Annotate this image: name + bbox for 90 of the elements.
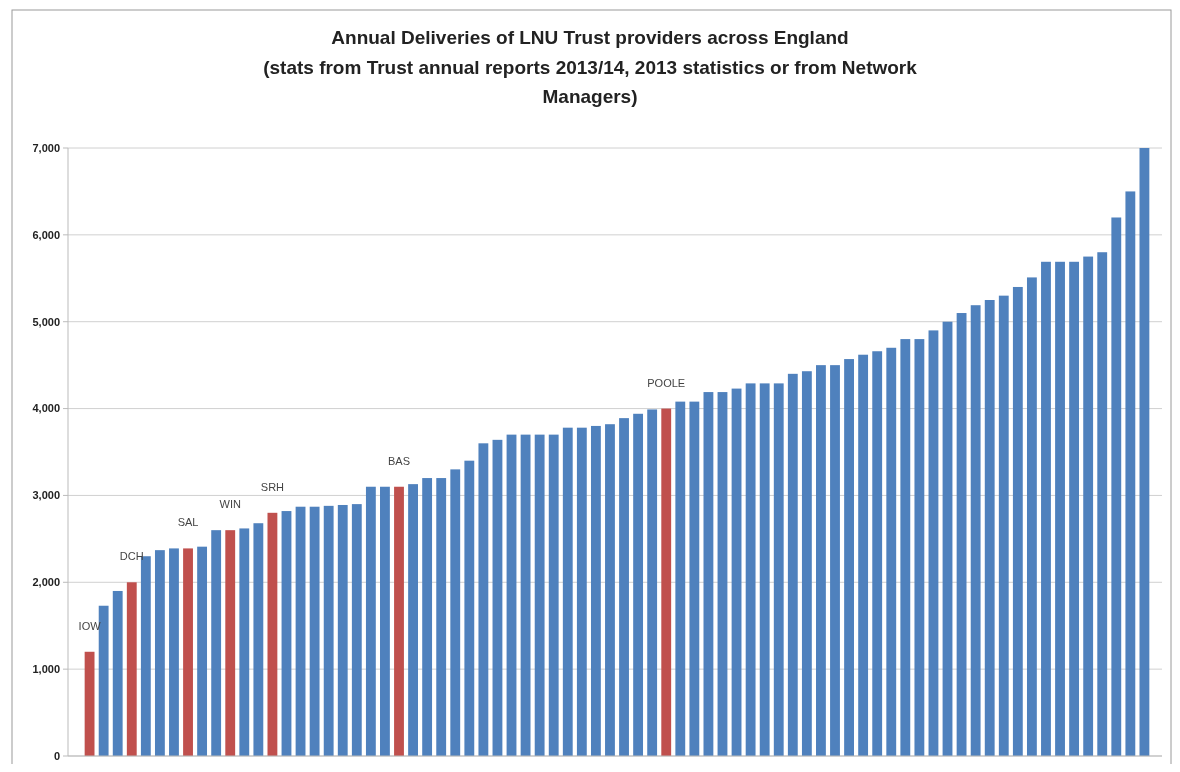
bar [112, 590, 123, 756]
bar [1097, 252, 1108, 756]
bar [309, 506, 320, 756]
y-tick-label: 3,000 [32, 489, 60, 502]
bar [998, 295, 1009, 756]
bar [84, 651, 95, 756]
bar [942, 321, 953, 756]
bar [773, 383, 784, 756]
bar [1139, 148, 1150, 756]
bar [239, 528, 250, 756]
bar [717, 392, 728, 756]
bar [562, 427, 573, 756]
bar [534, 434, 545, 756]
bar [422, 478, 433, 756]
bar [351, 504, 362, 756]
data-label: WIN [219, 498, 241, 511]
y-tick-label: 4,000 [32, 402, 60, 415]
bar [590, 425, 601, 756]
bar [1111, 217, 1122, 756]
bar [633, 413, 644, 756]
bar [450, 469, 461, 756]
bar [225, 530, 236, 756]
bar [703, 392, 714, 756]
bar [1055, 261, 1065, 756]
bar [605, 424, 615, 756]
bar [759, 383, 770, 756]
y-tick-label: 5,000 [32, 315, 60, 328]
bar [801, 371, 812, 756]
data-label: DCH [119, 550, 144, 563]
bar [1125, 191, 1136, 756]
bar [900, 339, 911, 756]
bar [619, 418, 629, 756]
bar [970, 305, 981, 756]
bar [858, 354, 869, 756]
bar [478, 443, 489, 756]
bar [506, 434, 517, 756]
bar [365, 486, 376, 756]
bar [731, 388, 742, 756]
bar [267, 512, 278, 756]
data-label: SAL [177, 516, 199, 529]
chart-title: Annual Deliveries of LNU Trust providers across England [331, 27, 849, 48]
bar [1012, 286, 1023, 756]
bar [394, 486, 404, 756]
bar [675, 401, 686, 756]
bar [844, 359, 854, 756]
bar [787, 373, 798, 756]
bar [984, 300, 995, 756]
bar [745, 383, 756, 756]
bar [253, 523, 264, 756]
bar [211, 530, 222, 756]
bar [956, 313, 967, 756]
y-tick-label: 1,000 [32, 662, 60, 675]
bar [1041, 261, 1051, 756]
bar [337, 504, 348, 756]
bar [661, 408, 672, 756]
bar [1069, 261, 1080, 756]
bar [281, 511, 292, 756]
chart-subtitle: (stats from Trust annual reports 2013/14, 2013 statistics or from Network Managers) [263, 57, 918, 107]
bar [169, 548, 179, 756]
bar [872, 351, 883, 756]
bar [126, 582, 137, 756]
bar [1083, 256, 1094, 756]
bar [492, 439, 503, 756]
y-tick-label: 2,000 [32, 576, 60, 589]
bar [520, 434, 531, 756]
bar [464, 460, 475, 756]
bar [154, 550, 165, 756]
bar [816, 365, 826, 756]
bar [1026, 277, 1037, 756]
bar [295, 506, 306, 756]
y-tick-label: 7,000 [32, 141, 60, 154]
bar [548, 434, 559, 756]
bar [830, 365, 840, 756]
bar [647, 409, 658, 756]
bar [436, 478, 447, 756]
bar [886, 347, 897, 756]
bar [576, 427, 587, 756]
bar [183, 548, 193, 756]
bar [408, 484, 418, 756]
bar [197, 546, 208, 756]
data-label: SRH [260, 480, 285, 493]
data-label: BAS [387, 454, 411, 467]
data-label: POOLE [647, 376, 686, 389]
y-tick-label: 0 [53, 749, 60, 762]
y-tick-label: 6,000 [32, 228, 60, 241]
bar [928, 330, 939, 756]
bar [914, 339, 925, 756]
bar [689, 401, 700, 756]
bar [323, 505, 334, 756]
bar [380, 486, 390, 756]
